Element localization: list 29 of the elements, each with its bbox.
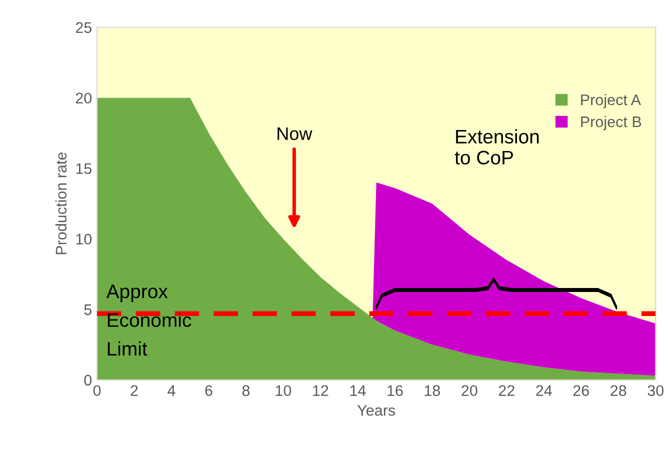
- x-tick-label: 16: [388, 385, 403, 396]
- x-tick-label: 8: [242, 385, 250, 396]
- ref-line-label: Approx Economic Limit: [106, 284, 192, 356]
- y-tick-label: 0: [84, 374, 92, 386]
- legend-label: Project B: [581, 116, 642, 130]
- x-tick-label: 14: [350, 385, 366, 396]
- x-tick-label: 12: [313, 385, 328, 396]
- x-tick-label: 20: [462, 385, 478, 396]
- y-tick-label: 15: [76, 163, 92, 174]
- x-tick-label: 24: [536, 385, 552, 396]
- x-tick-label: 2: [130, 385, 138, 396]
- x-tick-label: 4: [168, 385, 176, 396]
- x-tick-label: 6: [205, 385, 212, 396]
- legend-label: Project A: [581, 94, 641, 108]
- x-tick-label: 0: [93, 385, 101, 396]
- y-tick-label: 25: [76, 22, 92, 33]
- y-tick-label: 5: [84, 304, 92, 316]
- x-tick-label: 10: [276, 385, 292, 396]
- x-tick-label: 30: [648, 385, 664, 396]
- x-tick-label: 18: [424, 385, 440, 396]
- x-tick-label: 22: [498, 385, 514, 396]
- annotation: Extension to CoP: [454, 129, 539, 165]
- y-tick-label: 10: [76, 234, 92, 245]
- annotation: Now: [278, 128, 312, 140]
- y-tick-label: 20: [76, 92, 92, 104]
- x-tick-label: 28: [610, 385, 626, 396]
- x-axis-title: Years: [357, 405, 396, 416]
- y-axis-title: Production rate: [55, 152, 67, 254]
- x-tick-label: 26: [573, 385, 589, 396]
